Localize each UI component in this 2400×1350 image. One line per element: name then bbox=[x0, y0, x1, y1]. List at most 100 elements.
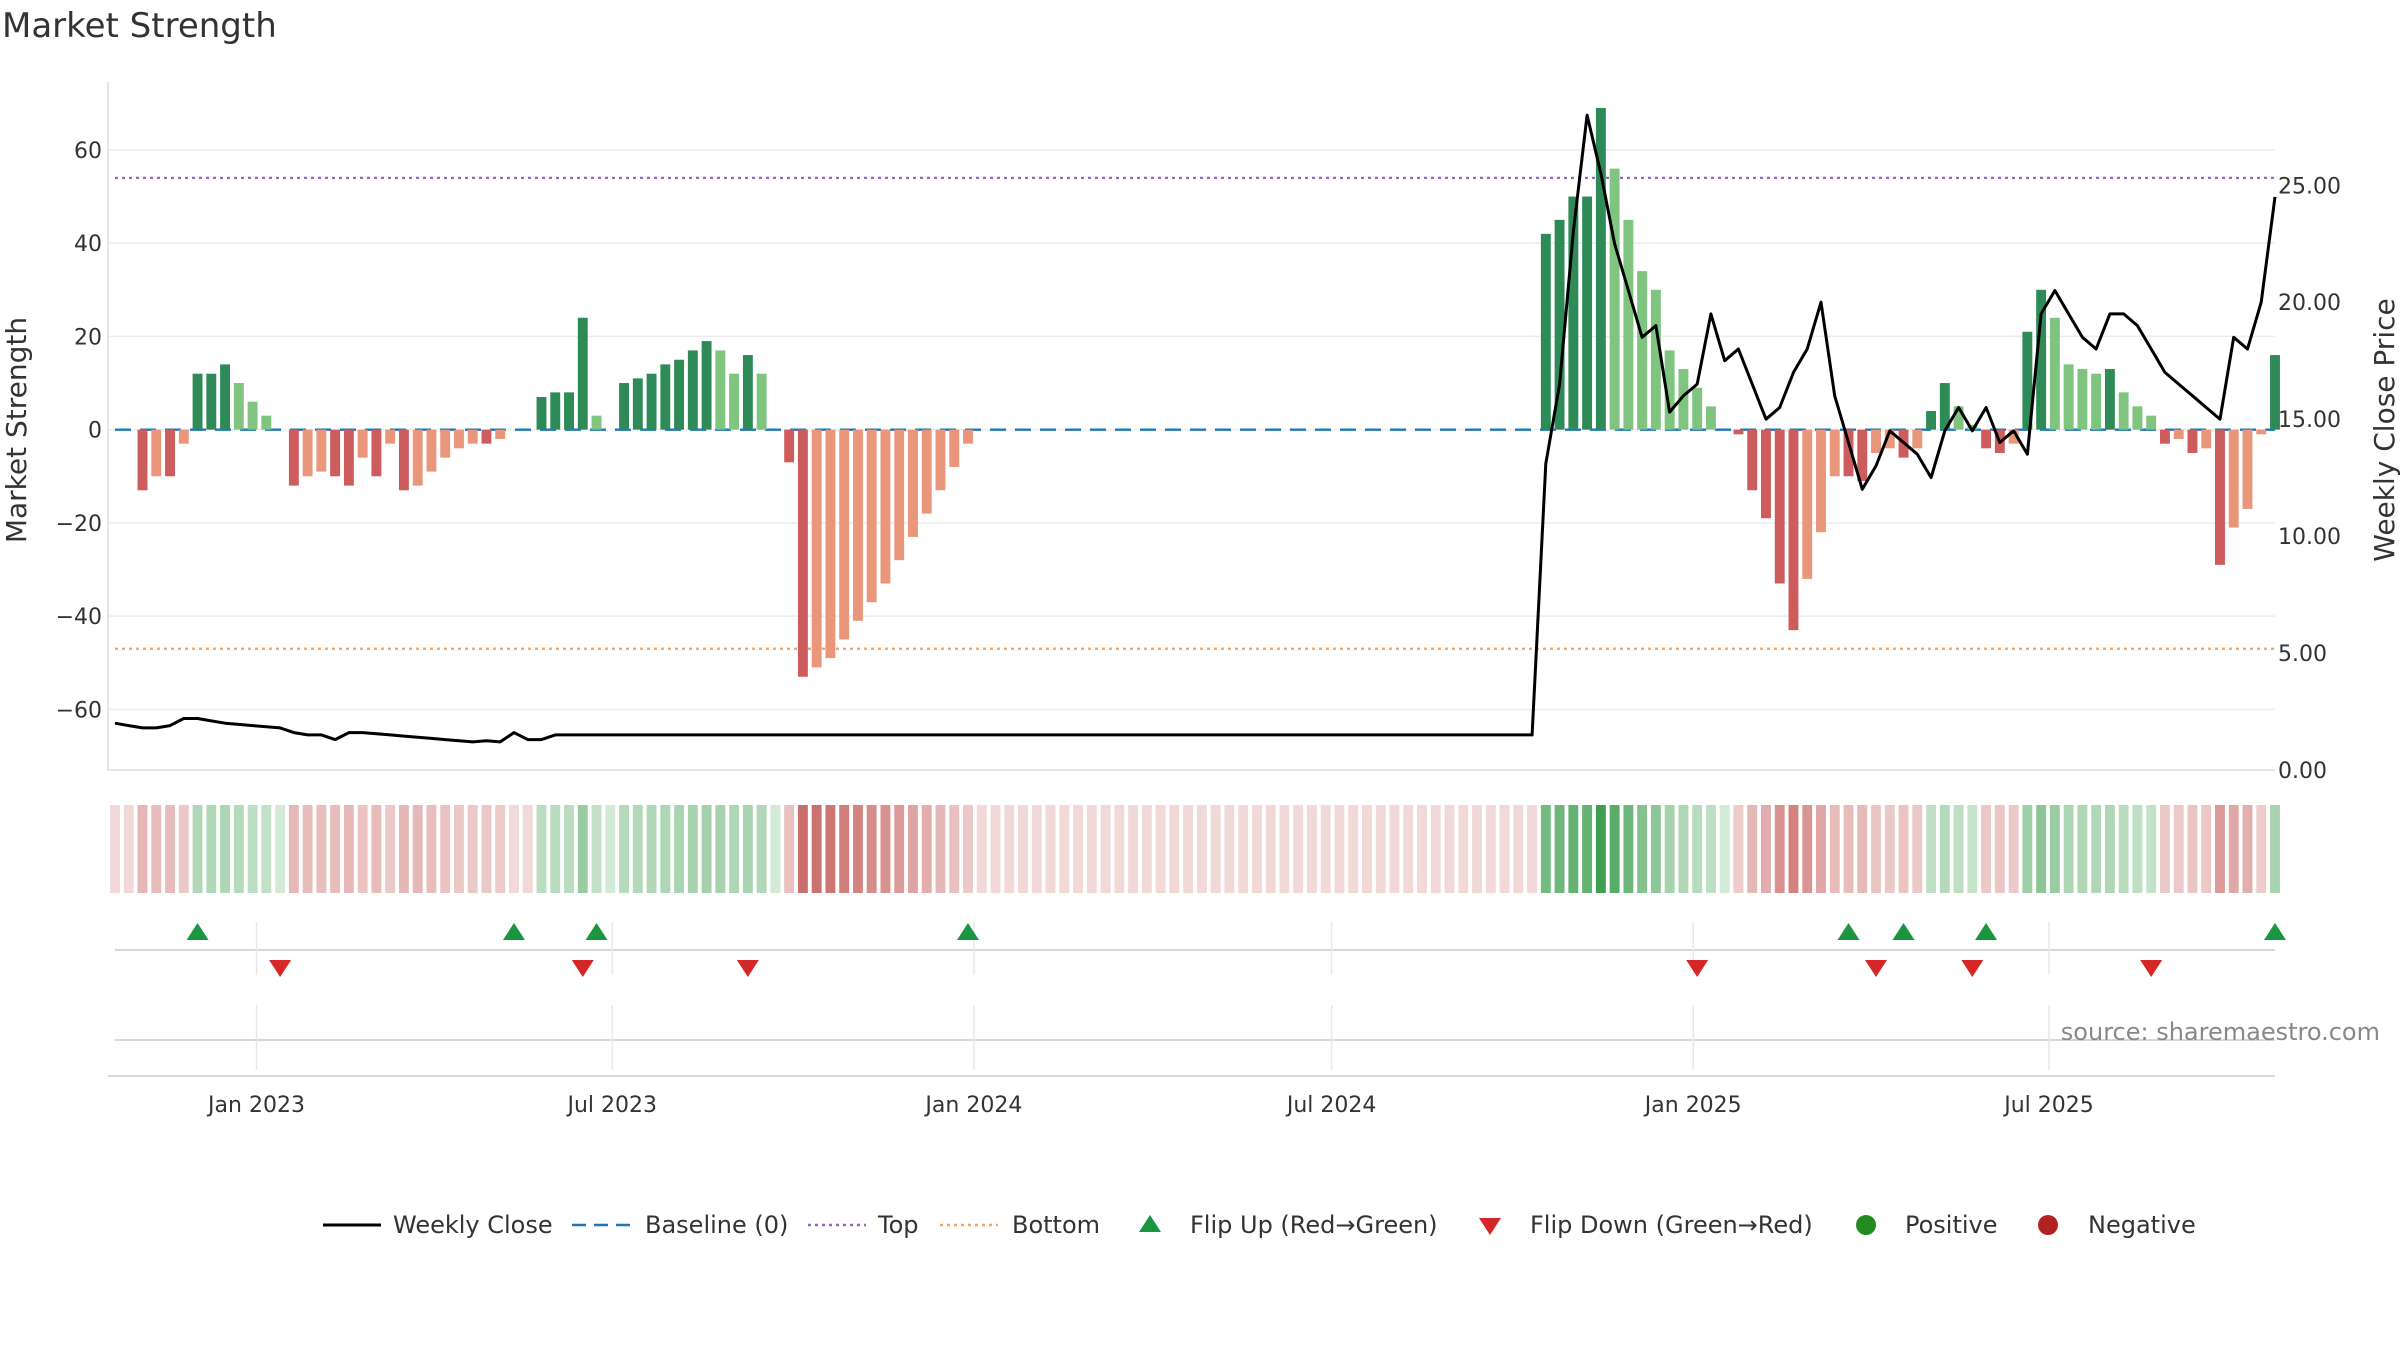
heat-cell bbox=[1141, 805, 1152, 893]
heat-cell bbox=[2049, 805, 2060, 893]
strength-bar bbox=[935, 429, 946, 491]
heat-cell bbox=[467, 805, 478, 893]
heat-cell bbox=[1279, 805, 1290, 893]
heat-cell bbox=[1031, 805, 1042, 893]
heat-cell bbox=[357, 805, 368, 893]
heat-cell bbox=[2173, 805, 2184, 893]
y-right-tick-label: 25.00 bbox=[2278, 174, 2341, 199]
heat-cell bbox=[1719, 805, 1730, 893]
flip-up-marker bbox=[186, 923, 209, 940]
y-left-tick-label: −60 bbox=[56, 698, 102, 723]
heat-cell bbox=[811, 805, 822, 893]
strength-bar bbox=[1733, 429, 1744, 435]
strength-bar bbox=[2049, 317, 2060, 430]
heat-cell bbox=[1554, 805, 1565, 893]
strength-bar bbox=[1705, 406, 1716, 430]
triangle-up-icon bbox=[1139, 1215, 1161, 1232]
heat-cell bbox=[1637, 805, 1648, 893]
heat-cell bbox=[2063, 805, 2074, 893]
flip-down-marker bbox=[571, 960, 594, 977]
heat-cell bbox=[316, 805, 327, 893]
strength-bar bbox=[206, 373, 217, 430]
flip-down-marker bbox=[1686, 960, 1709, 977]
heat-cell bbox=[522, 805, 533, 893]
heat-cell bbox=[1664, 805, 1675, 893]
strength-bar bbox=[1816, 429, 1826, 533]
chart-title: Market Strength bbox=[2, 6, 277, 46]
heat-cell bbox=[1540, 805, 1551, 893]
strength-bar bbox=[1829, 429, 1840, 477]
legend-item: Flip Down (Green→Red) bbox=[1479, 1211, 1813, 1239]
heat-cell bbox=[1128, 805, 1139, 893]
heat-cell bbox=[1348, 805, 1359, 893]
strength-bar bbox=[1981, 429, 1992, 449]
flip-down-marker bbox=[736, 960, 759, 977]
weekly-close-line bbox=[114, 113, 2277, 744]
strength-bar bbox=[811, 429, 822, 668]
heat-cell bbox=[2270, 805, 2280, 893]
y-right-tick-label: 10.00 bbox=[2278, 525, 2341, 550]
heat-cell bbox=[756, 805, 767, 893]
heat-cell bbox=[1485, 805, 1496, 893]
heat-cell bbox=[1073, 805, 1084, 893]
heat-cell bbox=[660, 805, 671, 893]
strength-bar bbox=[1761, 429, 1771, 519]
heat-cell bbox=[1059, 805, 1070, 893]
heat-cell bbox=[1183, 805, 1194, 893]
strength-bar bbox=[1747, 429, 1758, 491]
heat-cell bbox=[1650, 805, 1661, 893]
strength-bar bbox=[646, 373, 657, 430]
strength-bar bbox=[288, 429, 299, 486]
strength-bar bbox=[550, 392, 561, 430]
heat-cell bbox=[2159, 805, 2170, 893]
strength-bar bbox=[1637, 271, 1648, 430]
strength-bar bbox=[921, 429, 932, 514]
heat-cell bbox=[1251, 805, 1262, 893]
heat-cell bbox=[2036, 805, 2047, 893]
strength-bar bbox=[591, 415, 602, 430]
flip-down-marker bbox=[2140, 960, 2163, 977]
heat-cell bbox=[288, 805, 299, 893]
strength-bar bbox=[1843, 429, 1854, 477]
y-right-tick-label: 15.00 bbox=[2278, 408, 2341, 433]
heat-cell bbox=[1100, 805, 1111, 893]
level-lines bbox=[115, 176, 2275, 650]
legend-item: Weekly Close bbox=[323, 1211, 553, 1239]
heat-cell bbox=[1527, 805, 1538, 893]
heat-cell bbox=[1568, 805, 1579, 893]
heat-cell bbox=[880, 805, 891, 893]
heat-cell bbox=[453, 805, 464, 893]
heat-cell bbox=[343, 805, 354, 893]
heat-cell bbox=[577, 805, 588, 893]
heat-cell bbox=[275, 805, 286, 893]
strength-bar bbox=[2063, 364, 2074, 430]
strength-bar bbox=[2270, 355, 2280, 430]
strength-bar bbox=[908, 429, 918, 537]
strength-bar bbox=[660, 364, 671, 430]
heat-cell bbox=[1458, 805, 1469, 893]
heat-cell bbox=[976, 805, 987, 893]
close-price-layer bbox=[114, 113, 2277, 744]
heat-cell bbox=[165, 805, 175, 893]
strength-bar bbox=[2104, 369, 2115, 430]
strength-bar bbox=[2228, 429, 2239, 528]
legend-label: Flip Down (Green→Red) bbox=[1530, 1211, 1813, 1239]
heat-cell bbox=[1802, 805, 1813, 893]
heat-cell bbox=[1747, 805, 1758, 893]
strength-bar bbox=[481, 429, 492, 444]
heat-cell bbox=[687, 805, 698, 893]
heat-cell bbox=[1444, 805, 1455, 893]
heat-cell bbox=[220, 805, 231, 893]
strength-bar bbox=[371, 429, 382, 477]
y-right-tick-label: 0.00 bbox=[2278, 759, 2327, 784]
heat-cell bbox=[1196, 805, 1207, 893]
strength-bar bbox=[2008, 429, 2019, 444]
strength-bar bbox=[687, 350, 698, 430]
heat-cell bbox=[908, 805, 918, 893]
x-tick-label: Jan 2024 bbox=[923, 1093, 1022, 1118]
heat-cell bbox=[1293, 805, 1304, 893]
x-tick-label: Jul 2024 bbox=[1285, 1093, 1377, 1118]
heat-cell bbox=[302, 805, 313, 893]
heat-cell bbox=[1857, 805, 1868, 893]
heat-cell bbox=[1678, 805, 1689, 893]
